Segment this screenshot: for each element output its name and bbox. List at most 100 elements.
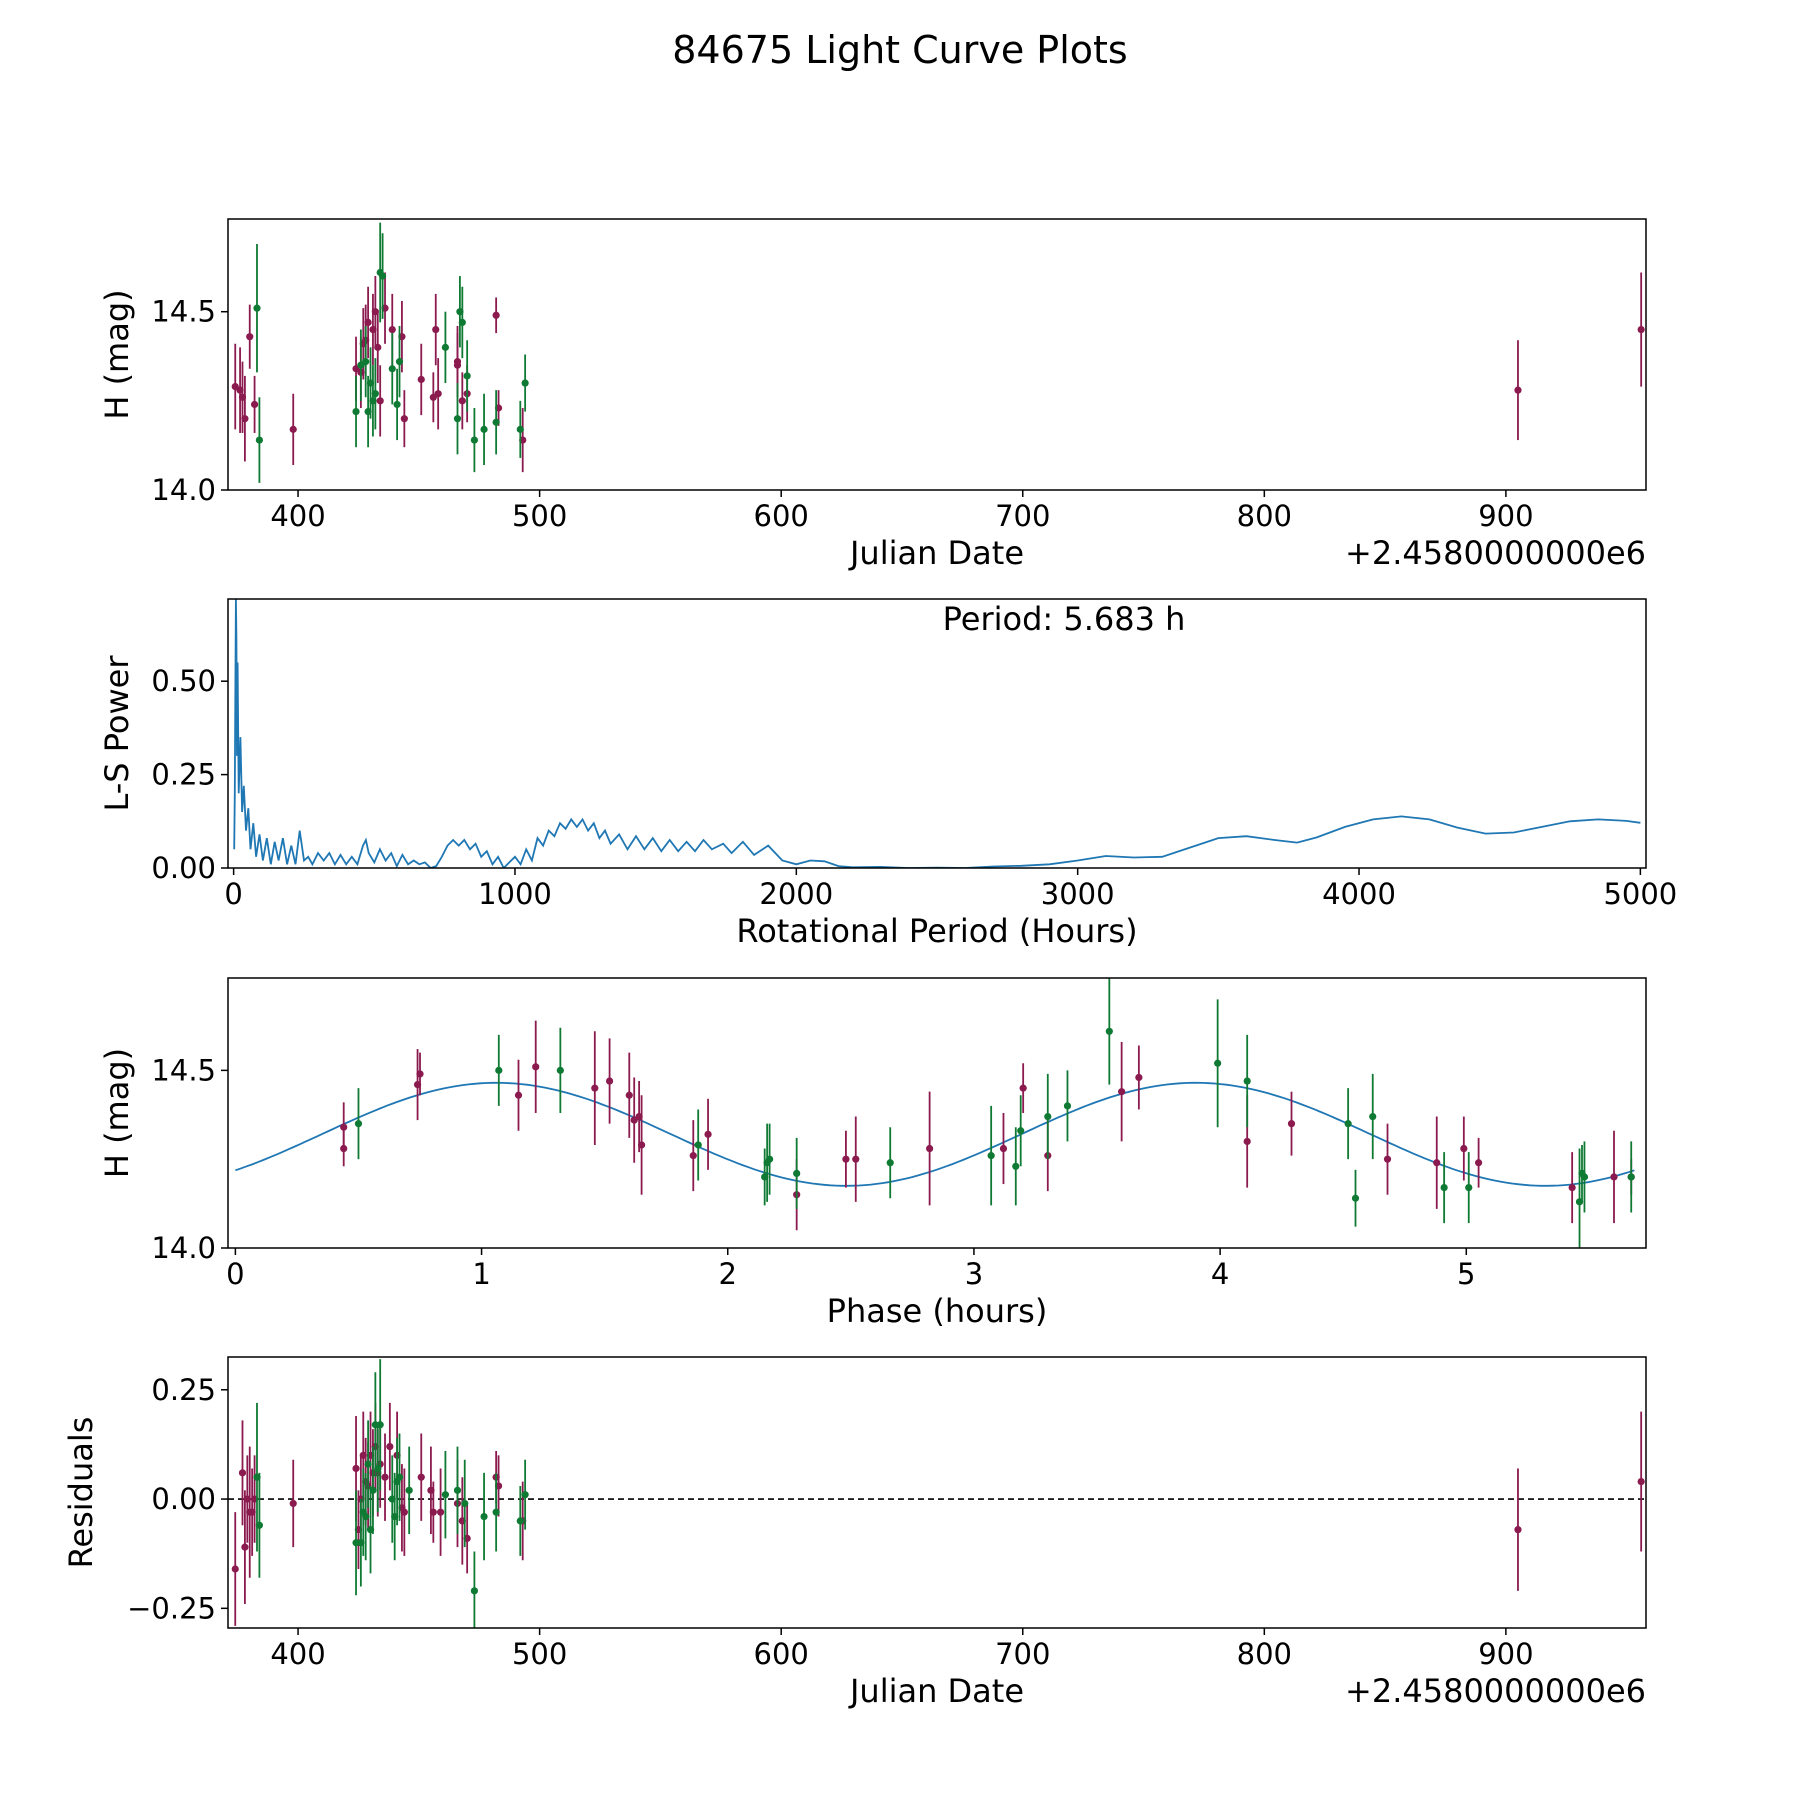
y-tick-label: 0.00 (151, 1482, 216, 1516)
data-point (1369, 1112, 1377, 1121)
data-point (1465, 1184, 1473, 1192)
x-tick-label: 1000 (478, 877, 552, 911)
x-tick-label: 0 (224, 877, 242, 911)
x-tick-label: 400 (270, 1637, 325, 1671)
data-point (362, 1512, 370, 1521)
x-offset-label: +2.4580000000e6 (1345, 1672, 1646, 1710)
data-point (637, 1141, 646, 1149)
x-tick-label: 4 (1211, 1257, 1229, 1291)
data-point (388, 365, 396, 373)
x-axis-label: Julian Date (848, 534, 1024, 572)
x-tick-label: 2000 (759, 877, 833, 911)
x-tick-label: 1 (472, 1257, 490, 1291)
x-tick-label: 600 (754, 1637, 809, 1671)
data-point (241, 1543, 249, 1551)
data-point (379, 272, 387, 280)
data-point (926, 1144, 934, 1153)
data-point (999, 1144, 1008, 1153)
data-point (1105, 1027, 1113, 1035)
period-annotation: Period: 5.683 h (943, 600, 1186, 638)
data-point (405, 1486, 413, 1494)
data-point (1063, 1102, 1072, 1110)
data-point (354, 1120, 363, 1128)
x-axis-label: Rotational Period (Hours) (736, 912, 1137, 950)
data-point (1627, 1173, 1635, 1181)
data-point (1017, 1127, 1025, 1135)
data-point (1012, 1162, 1020, 1170)
data-point (605, 1077, 614, 1085)
data-point (400, 1508, 408, 1516)
data-point (1243, 1137, 1251, 1146)
data-point (470, 1587, 478, 1595)
data-point (364, 318, 372, 327)
data-point (470, 436, 478, 444)
data-point (689, 1152, 697, 1160)
y-axis-label: Residuals (62, 1417, 100, 1569)
data-point (453, 1486, 462, 1494)
data-point (429, 1508, 437, 1516)
data-point (694, 1141, 702, 1149)
data-point (492, 311, 500, 319)
plot-area (231, 222, 1645, 483)
data-point (886, 1159, 894, 1167)
data-point (516, 1517, 524, 1525)
data-point (1514, 1526, 1522, 1534)
data-point (463, 372, 471, 380)
data-point (1287, 1120, 1296, 1128)
data-point (492, 1508, 500, 1516)
figure-title: 84675 Light Curve Plots (672, 28, 1128, 72)
x-tick-label: 700 (995, 499, 1050, 533)
data-point (289, 1499, 297, 1508)
plot-area (233, 599, 1641, 868)
data-point (255, 1521, 264, 1529)
x-axis-label: Phase (hours) (827, 1292, 1048, 1330)
data-point (1214, 1059, 1222, 1067)
data-point (352, 1464, 360, 1473)
data-point (289, 425, 297, 433)
data-point (1580, 1173, 1589, 1181)
data-point (255, 436, 264, 444)
data-point (231, 1565, 239, 1573)
data-point (376, 397, 384, 405)
data-point (393, 400, 401, 409)
data-point (376, 1421, 384, 1429)
x-offset-label: +2.4580000000e6 (1345, 534, 1646, 572)
data-point (458, 397, 466, 405)
data-point (591, 1084, 599, 1092)
data-point (1440, 1184, 1448, 1192)
data-point (250, 400, 259, 409)
data-point (1019, 1084, 1027, 1092)
data-point (1460, 1144, 1468, 1153)
data-point (495, 1066, 503, 1074)
y-tick-label: 14.5 (151, 1053, 216, 1087)
y-axis-label: L-S Power (98, 655, 136, 812)
plot-area (228, 1359, 1646, 1628)
y-axis-label: H (mag) (98, 1048, 136, 1178)
data-point (395, 1473, 404, 1481)
data-point (516, 425, 524, 433)
data-point (704, 1130, 712, 1138)
x-tick-label: 900 (1478, 499, 1533, 533)
x-tick-label: 500 (512, 499, 567, 533)
data-point (453, 361, 462, 369)
y-tick-label: 14.0 (151, 1231, 216, 1265)
x-tick-label: 0 (226, 1257, 244, 1291)
periodogram-line (233, 599, 1641, 868)
data-point (434, 390, 442, 398)
x-tick-label: 3 (965, 1257, 983, 1291)
data-point (521, 379, 529, 387)
data-point (492, 418, 500, 426)
x-tick-label: 4000 (1322, 877, 1396, 911)
data-point (852, 1155, 860, 1163)
data-point (1474, 1159, 1483, 1167)
data-point (1118, 1088, 1126, 1096)
x-tick-label: 800 (1237, 1637, 1292, 1671)
x-tick-label: 500 (512, 1637, 567, 1671)
x-tick-label: 5000 (1603, 877, 1677, 911)
data-point (388, 325, 396, 334)
y-axis-label: H (mag) (98, 289, 136, 419)
data-point (1383, 1155, 1392, 1163)
x-tick-label: 800 (1237, 499, 1292, 533)
